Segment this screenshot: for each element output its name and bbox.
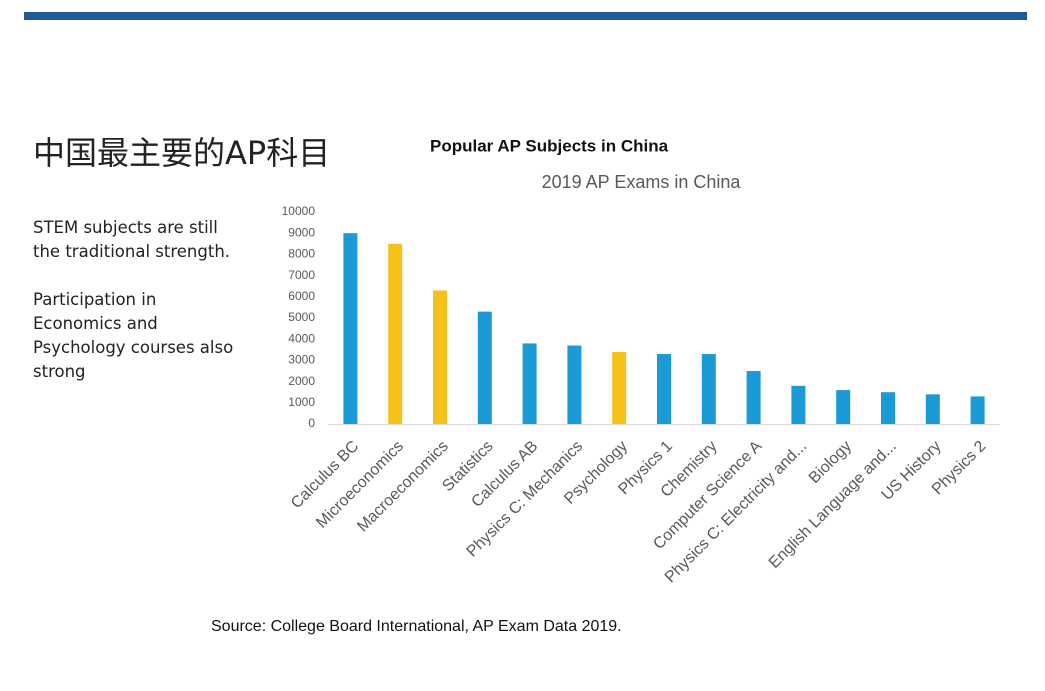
bar	[657, 354, 671, 424]
bar	[388, 243, 403, 424]
bar	[746, 371, 761, 424]
y-tick-label: 9000	[288, 225, 315, 239]
slide-heading: 中国最主要的AP科目	[33, 134, 331, 172]
bar	[343, 233, 358, 424]
chart-title: Popular AP Subjects in China	[430, 136, 669, 155]
y-tick-label: 3000	[288, 353, 315, 367]
y-tick-label: 10000	[282, 204, 316, 218]
bar	[477, 311, 492, 424]
y-tick-label: 1000	[288, 395, 315, 409]
y-tick-label: 2000	[288, 374, 315, 388]
y-tick-label: 7000	[288, 268, 315, 282]
side-text: Participation in Economics and Psycholog…	[33, 290, 234, 381]
bar	[791, 385, 806, 424]
chart-subtitle: 2019 AP Exams in China	[542, 172, 742, 192]
bar	[881, 392, 895, 424]
bar	[612, 351, 627, 424]
y-tick-label: 4000	[288, 331, 315, 345]
bar	[433, 290, 447, 424]
source-note: Source: College Board International, AP …	[211, 618, 622, 635]
side-text: STEM subjects are still the traditional …	[33, 218, 231, 261]
bar	[836, 390, 851, 424]
bar	[567, 345, 582, 424]
top-bar	[24, 12, 1027, 20]
y-tick-label: 5000	[288, 310, 315, 324]
bar	[701, 354, 716, 424]
y-tick-label: 6000	[288, 289, 315, 303]
bar	[970, 396, 985, 424]
bar	[925, 394, 940, 424]
y-tick-label: 0	[308, 416, 315, 430]
y-tick-label: 8000	[288, 247, 315, 261]
bar	[522, 343, 537, 424]
